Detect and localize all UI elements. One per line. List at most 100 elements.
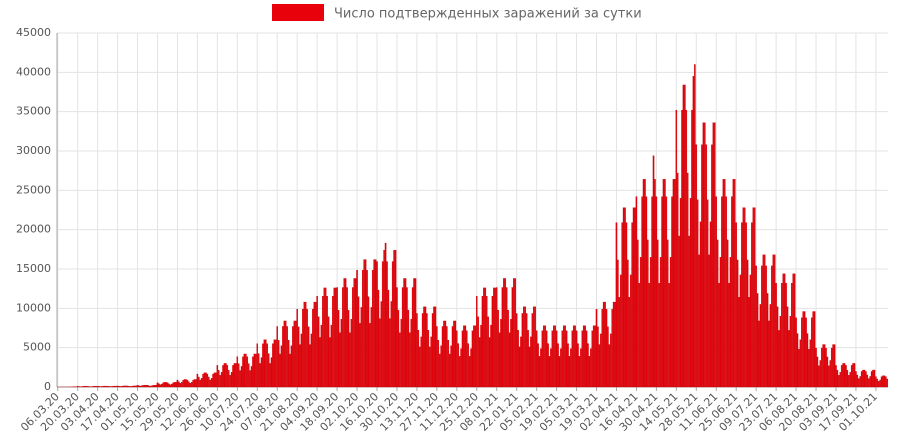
bar — [680, 198, 681, 387]
bar — [686, 110, 687, 387]
bar — [184, 379, 185, 387]
bar — [661, 197, 662, 387]
bar — [805, 318, 806, 387]
bar — [106, 386, 107, 387]
bar — [503, 278, 504, 387]
bar — [807, 334, 808, 387]
bar — [838, 375, 839, 387]
bar — [815, 348, 816, 387]
bar — [744, 208, 745, 387]
bar — [549, 356, 550, 387]
bar — [468, 344, 469, 387]
bar — [711, 145, 712, 387]
bar — [691, 110, 692, 387]
bar — [298, 327, 299, 387]
bar — [518, 330, 519, 387]
bar — [527, 330, 528, 387]
bar — [151, 386, 152, 387]
bar — [466, 331, 467, 387]
bar — [713, 123, 714, 387]
bar — [369, 323, 370, 387]
legend-swatch[interactable] — [272, 4, 324, 21]
bar — [415, 278, 416, 387]
bar — [432, 313, 433, 387]
bar — [659, 283, 660, 387]
bar — [798, 349, 799, 387]
bar — [359, 323, 360, 387]
bar — [203, 374, 204, 387]
bar — [663, 179, 664, 387]
bar — [496, 287, 497, 387]
bar — [244, 354, 245, 387]
bar — [362, 270, 363, 387]
bar — [512, 287, 513, 387]
bar — [814, 311, 815, 387]
bar — [556, 331, 557, 387]
bar — [428, 330, 429, 387]
bar — [342, 287, 343, 387]
bar — [784, 274, 785, 387]
bar — [723, 179, 724, 387]
bar — [204, 373, 205, 387]
bar — [384, 250, 385, 387]
bar — [382, 262, 383, 387]
bar — [311, 334, 312, 387]
y-tick-label: 20000 — [16, 223, 51, 236]
bar — [624, 208, 625, 387]
bar — [844, 363, 845, 387]
bar — [208, 377, 209, 387]
bar — [577, 344, 578, 387]
bar — [860, 376, 861, 387]
bar — [482, 296, 483, 387]
bar — [441, 346, 442, 387]
bar — [205, 373, 206, 387]
bar — [386, 262, 387, 387]
bar — [741, 223, 742, 387]
bar — [817, 357, 818, 387]
bar — [96, 386, 97, 387]
bar — [874, 370, 875, 387]
bar — [791, 283, 792, 387]
bar — [193, 380, 194, 387]
bar — [701, 145, 702, 387]
bar — [620, 275, 621, 387]
bar — [94, 386, 95, 387]
bar — [629, 297, 630, 387]
bar — [366, 270, 367, 387]
bar — [616, 223, 617, 387]
bar — [153, 385, 154, 387]
bar — [509, 333, 510, 387]
bar — [361, 307, 362, 387]
bar — [476, 296, 477, 387]
bar — [498, 310, 499, 387]
bar — [726, 197, 727, 387]
bar — [550, 349, 551, 387]
bar — [875, 377, 876, 387]
bar — [173, 383, 174, 387]
legend-label[interactable]: Число подтвержденных заражений за сутки — [334, 7, 642, 22]
bar — [114, 386, 115, 387]
bar — [821, 348, 822, 387]
bar — [727, 240, 728, 387]
bar — [738, 297, 739, 387]
bar — [295, 321, 296, 387]
bar — [540, 349, 541, 387]
bar — [103, 386, 104, 387]
bar — [272, 344, 273, 387]
bar — [850, 372, 851, 387]
bar — [351, 319, 352, 387]
bar — [413, 278, 414, 387]
bar — [212, 374, 213, 387]
bar — [500, 319, 501, 387]
bar — [764, 255, 765, 387]
bar — [553, 326, 554, 387]
bar — [161, 384, 162, 387]
bar — [852, 363, 853, 387]
bar — [86, 386, 87, 387]
bar — [877, 379, 878, 387]
bar — [230, 375, 231, 387]
bar — [371, 307, 372, 387]
bar — [700, 222, 701, 387]
bar — [315, 302, 316, 387]
bar — [644, 179, 645, 387]
